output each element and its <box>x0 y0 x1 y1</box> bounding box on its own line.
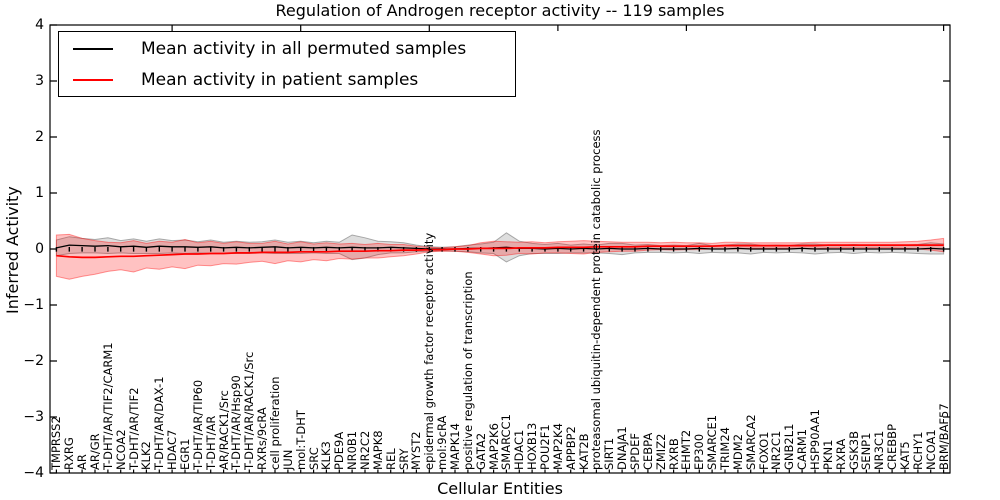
x-tick-label: ZMIZ2 <box>653 433 668 470</box>
x-tick-label: MAP2K4 <box>550 423 565 470</box>
x-tick-label: PKN1 <box>820 439 835 470</box>
x-tick-label: T-DHT/AR/TIF2 <box>126 387 141 470</box>
x-tick-label: HOXB13 <box>525 422 540 470</box>
x-tick-label: proteasomal ubiquitin-dependent protein … <box>589 129 604 470</box>
x-tick-label: MYST2 <box>409 431 424 470</box>
legend-label-permuted: Mean activity in all permuted samples <box>141 38 467 59</box>
x-tick-label: T-DHT/AR/TIP60 <box>190 379 205 470</box>
x-tick-label: SMARCE1 <box>705 414 720 470</box>
patient-line-swatch <box>73 78 113 81</box>
x-tick-label: SIRT1 <box>602 437 617 470</box>
x-tick-label: HDAC1 <box>512 429 527 470</box>
y-tick-label: 0 <box>35 241 44 257</box>
x-tick-label: SPDEF <box>628 433 642 470</box>
y-tick-label: 4 <box>35 17 44 33</box>
x-tick-label: DNAJA1 <box>615 426 630 470</box>
x-tick-label: MAPK8 <box>370 430 385 470</box>
x-tick-label: CREBBP <box>885 424 900 470</box>
y-tick-label: −4 <box>23 465 44 481</box>
x-tick-label: T-DHT/AR/RACK1/Src <box>242 351 257 470</box>
x-tick-label: JUN <box>280 449 295 470</box>
x-tick-label: GNB2L1 <box>782 423 797 470</box>
y-tick-label: −3 <box>23 409 44 425</box>
x-tick-label: RCHY1 <box>910 431 925 470</box>
x-tick-label: SRY <box>396 448 411 470</box>
x-tick-label: MDM2 <box>730 433 745 470</box>
x-tick-label: EGR1 <box>178 438 192 471</box>
x-axis-title: Cellular Entities <box>437 479 563 498</box>
x-tick-label: KLK2 <box>139 441 154 470</box>
x-tick-label: BRM/BAF57 <box>936 403 951 470</box>
x-tick-label: REL <box>383 448 398 470</box>
permuted-line-swatch <box>73 47 113 50</box>
x-tick-label: MAP2K6 <box>486 423 501 470</box>
x-tick-label: CEBPA <box>640 432 655 470</box>
x-tick-label: HSP90AA1 <box>808 409 822 470</box>
x-tick-label: mol:T-DHT <box>293 410 308 470</box>
y-tick-label: 1 <box>35 185 44 201</box>
chart-title: Regulation of Androgen receptor activity… <box>275 1 725 20</box>
x-tick-label: NR3C1 <box>872 430 887 470</box>
x-tick-label: RXRG <box>62 437 77 470</box>
x-tick-label: NCOA2 <box>113 429 128 470</box>
x-tick-label: GATA2 <box>473 432 488 470</box>
x-tick-label: CARM1 <box>795 428 810 470</box>
x-tick-label: KAT5 <box>898 441 912 470</box>
x-tick-label: NR2C1 <box>769 430 784 470</box>
x-tick-label: cell proliferation <box>268 376 282 470</box>
x-tick-label: T-DHT/AR <box>203 415 218 470</box>
x-tick-label: SMARCA2 <box>743 414 758 470</box>
legend: Mean activity in all permuted samples Me… <box>58 31 516 97</box>
x-tick-label: T-DHT/AR/DAX-1 <box>152 376 167 470</box>
x-tick-label: epidermal growth factor receptor activit… <box>422 232 437 470</box>
x-tick-label: NR0B1 <box>345 430 360 470</box>
x-tick-label: positive regulation of transcription <box>460 271 475 470</box>
x-tick-label: NCOA1 <box>923 429 938 470</box>
x-tick-label: GSK3B <box>846 431 861 470</box>
x-tick-label: SMARCC1 <box>499 414 514 470</box>
y-tick-label: 3 <box>35 73 44 89</box>
x-tick-label: RXRA <box>833 438 848 470</box>
x-tick-label: EHMT2 <box>679 429 694 470</box>
x-tick-label: MAPK14 <box>448 423 462 470</box>
x-tick-label: KAT2B <box>576 433 591 470</box>
x-tick-label: APPBP2 <box>563 426 578 470</box>
x-tick-label: AR <box>75 454 90 470</box>
x-tick-label: AR/RACK1/Src <box>216 390 231 470</box>
x-tick-label: RXRs/9cRA <box>255 407 270 470</box>
x-tick-label: KLK3 <box>319 441 334 470</box>
legend-label-patient: Mean activity in patient samples <box>141 69 419 90</box>
x-tick-label: TRIM24 <box>718 427 732 470</box>
x-tick-label: POU2F1 <box>538 424 552 470</box>
x-tick-label: FOXO1 <box>756 431 771 470</box>
x-tick-label: mol:9cRA <box>435 415 450 470</box>
x-tick-label: T-DHT/AR/TIF2/CARM1 <box>100 342 115 470</box>
legend-entry-permuted: Mean activity in all permuted samples <box>59 33 515 64</box>
series-line-patient <box>56 244 944 259</box>
y-tick-label: −1 <box>23 297 44 313</box>
x-tick-label: RXRB <box>666 438 681 470</box>
x-tick-label: AR/GR <box>88 433 102 470</box>
y-tick-label: −2 <box>23 353 44 369</box>
x-tick-label: SENP1 <box>859 432 874 470</box>
x-tick-label: NR2C2 <box>358 430 372 470</box>
x-tick-label: EP300 <box>692 433 707 470</box>
x-tick-label: TMPRSS2 <box>49 416 64 470</box>
x-tick-label: T-DHT/AR/Hsp90 <box>229 375 244 470</box>
x-tick-label: PDE9A <box>332 431 347 470</box>
legend-entry-patient: Mean activity in patient samples <box>59 64 515 95</box>
axis-ticks <box>50 24 950 474</box>
y-tick-label: 2 <box>35 129 44 145</box>
x-tick-label: SRC <box>306 447 321 470</box>
x-tick-label: HDAC7 <box>165 429 180 470</box>
